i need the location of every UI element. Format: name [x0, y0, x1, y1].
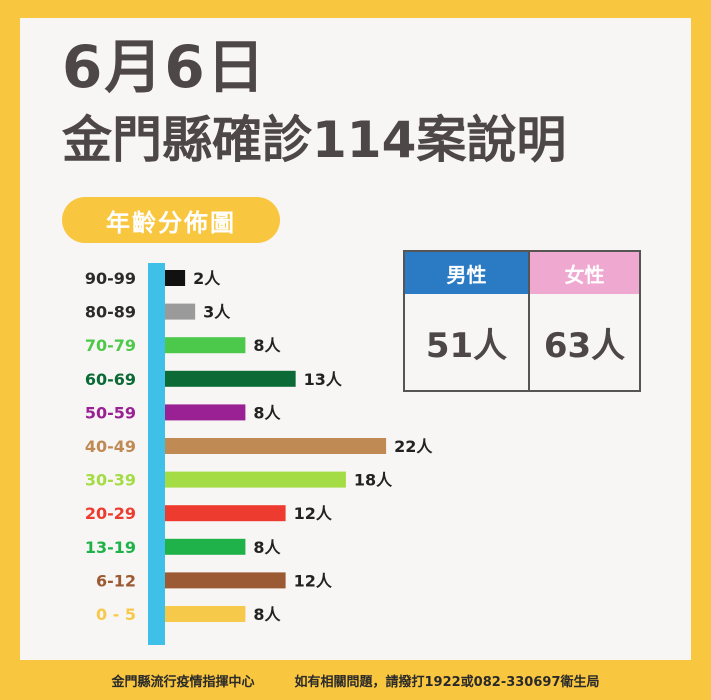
bar-value-label: 2人 — [193, 269, 221, 288]
age-group-label: 40-49 — [85, 437, 136, 456]
age-group-label: 50-59 — [85, 403, 136, 422]
age-bar — [165, 538, 246, 555]
bar-value-label: 8人 — [253, 403, 281, 422]
page-title: 金門縣確診114案說明 — [62, 111, 567, 169]
bar-value-label: 8人 — [253, 336, 281, 355]
age-group-label: 90-99 — [85, 269, 136, 288]
bar-value-label: 13人 — [304, 370, 343, 389]
age-bar — [165, 471, 346, 488]
bar-value-label: 12人 — [294, 571, 333, 590]
footer: 金門縣流行疫情指揮中心 如有相關問題，請撥打1922或082-330697衛生局 — [0, 660, 711, 700]
age-bar — [165, 270, 186, 286]
female-label: 女性 — [530, 252, 639, 294]
footer-organization: 金門縣流行疫情指揮中心 — [111, 674, 255, 690]
section-label-pill: 年齡分佈圖 — [62, 197, 280, 243]
male-count: 51人 — [425, 325, 508, 366]
bar-value-label: 18人 — [354, 471, 393, 490]
female-column: 女性 63人 — [530, 252, 639, 390]
bar-value-label: 8人 — [253, 538, 281, 557]
bar-value-label: 3人 — [203, 303, 231, 322]
category-axis — [148, 263, 165, 645]
bar-value-label: 12人 — [294, 504, 333, 523]
age-group-label: 80-89 — [85, 303, 136, 322]
age-group-label: 13-19 — [85, 538, 136, 557]
age-bar — [165, 438, 387, 454]
age-group-label: 0 - 5 — [96, 605, 136, 624]
female-count: 63人 — [543, 325, 626, 366]
age-bar — [165, 606, 246, 622]
age-group-label: 60-69 — [85, 370, 136, 389]
age-bar — [165, 303, 196, 320]
age-group-label: 20-29 — [85, 504, 136, 523]
age-bar — [165, 370, 296, 387]
age-bar — [165, 337, 246, 354]
age-bar — [165, 505, 286, 522]
date-heading: 6月6日 — [62, 33, 267, 101]
gender-breakdown-table: 男性 51人 女性 63人 — [403, 250, 641, 392]
bar-value-label: 22人 — [394, 437, 433, 456]
male-label: 男性 — [405, 252, 528, 294]
male-column: 男性 51人 — [405, 252, 530, 390]
age-group-label: 6-12 — [96, 571, 136, 590]
footer-contact: 如有相關問題，請撥打1922或082-330697衛生局 — [294, 674, 600, 690]
age-bar — [165, 404, 246, 421]
age-group-label: 30-39 — [85, 471, 136, 490]
age-group-label: 70-79 — [85, 336, 136, 355]
bar-value-label: 8人 — [253, 605, 281, 624]
age-bar — [165, 572, 286, 589]
